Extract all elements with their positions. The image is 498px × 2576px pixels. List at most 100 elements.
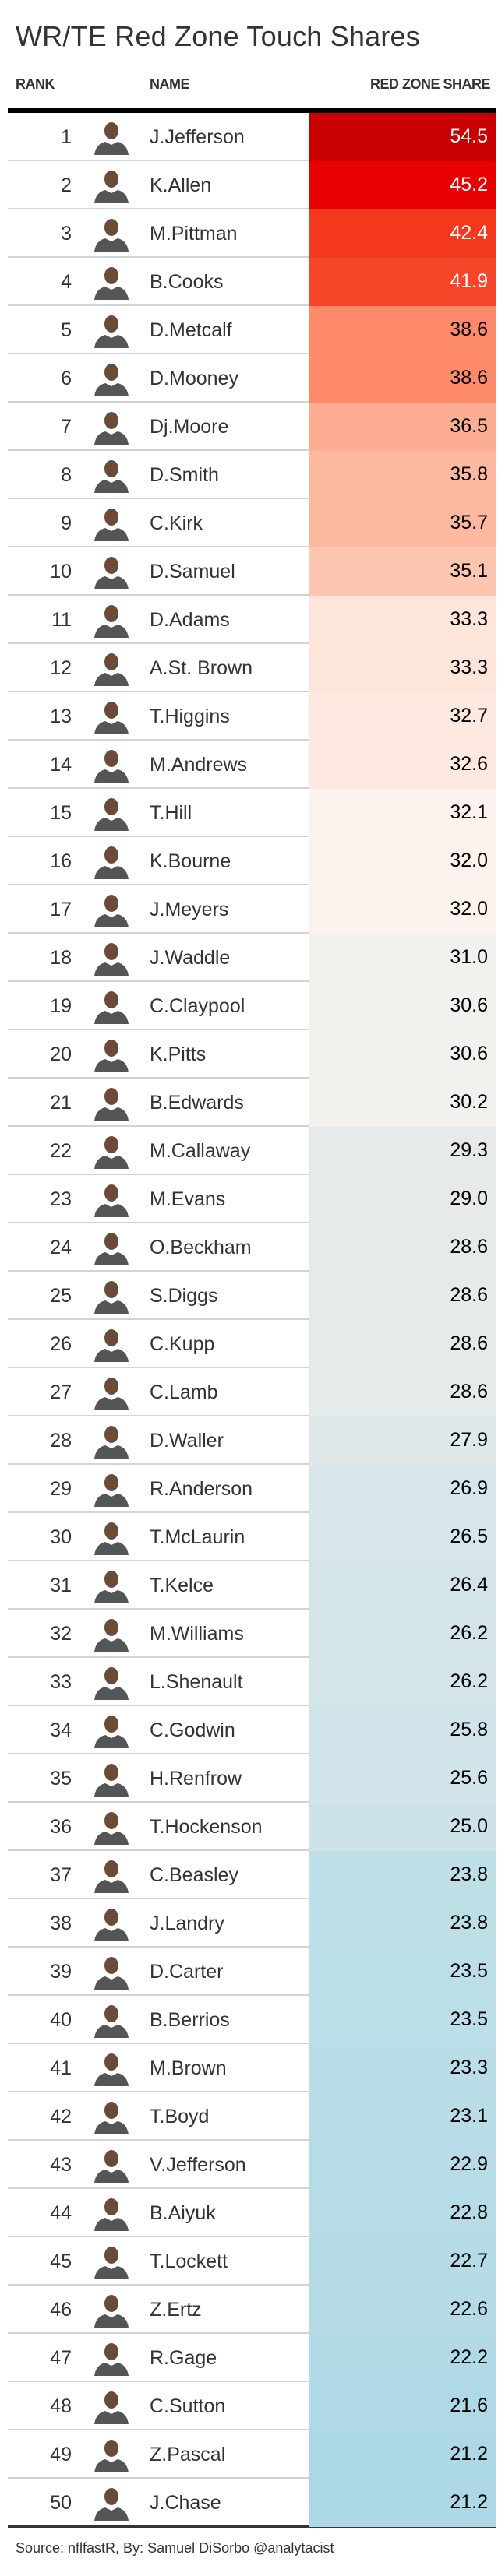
player-name: J.Chase: [150, 2492, 221, 2514]
rank-cell: 24: [50, 1237, 72, 1258]
share-cell: 25.8: [309, 1706, 496, 1754]
player-headshot-icon: [91, 216, 132, 252]
player-headshot-icon: [91, 988, 132, 1024]
rankings-table: 1 J.Jefferson 54.5 2 K.Allen 45.2 3 M.Pittman 42…: [8, 108, 496, 2528]
share-cell: 28.6: [309, 1368, 496, 1416]
share-cell: 33.3: [309, 596, 496, 644]
share-cell: 21.6: [309, 2382, 496, 2430]
share-cell: 38.6: [309, 354, 496, 403]
player-name: D.Samuel: [150, 561, 235, 582]
player-name: T.Hockenson: [150, 1816, 263, 1838]
player-name: H.Renfrow: [150, 1768, 242, 1789]
rank-cell: 26: [50, 1333, 72, 1355]
header-share: RED ZONE SHARE: [369, 76, 491, 92]
player-headshot-icon: [91, 361, 132, 396]
share-cell: 35.7: [309, 499, 496, 547]
rank-cell: 3: [61, 223, 72, 245]
share-cell: 28.6: [309, 1223, 496, 1272]
table-row: 9 C.Kirk 35.7: [8, 499, 496, 547]
table-row: 3 M.Pittman 42.4: [8, 209, 496, 258]
player-name: T.Higgins: [150, 706, 230, 727]
player-name: M.Callaway: [150, 1140, 251, 1162]
share-cell: 32.6: [309, 741, 496, 789]
player-headshot-icon: [91, 1568, 132, 1603]
share-cell: 38.6: [309, 306, 496, 354]
player-name: Z.Pascal: [150, 2444, 226, 2465]
share-cell: 26.9: [309, 1465, 496, 1513]
rank-cell: 14: [50, 754, 72, 776]
player-headshot-icon: [91, 1954, 132, 1990]
player-name: M.Evans: [150, 1188, 226, 1210]
share-cell: 32.1: [309, 789, 496, 837]
source-note: Source: nflfastR, By: Samuel DiSorbo @an…: [16, 2540, 334, 2556]
player-name: C.Sutton: [150, 2395, 226, 2417]
rank-cell: 48: [50, 2395, 72, 2417]
player-name: S.Diggs: [150, 1285, 218, 1307]
rank-cell: 6: [61, 368, 72, 389]
rank-cell: 39: [50, 1961, 72, 1983]
share-cell: 23.5: [309, 1948, 496, 1996]
table-row: 13 T.Higgins 32.7: [8, 692, 496, 741]
rank-cell: 21: [50, 1092, 72, 1114]
player-name: T.Lockett: [150, 2250, 228, 2272]
player-headshot-icon: [91, 505, 132, 541]
table-row: 19 C.Claypool 30.6: [8, 982, 496, 1030]
player-name: O.Beckham: [150, 1237, 252, 1258]
share-cell: 26.2: [309, 1658, 496, 1706]
table-row: 5 D.Metcalf 38.6: [8, 306, 496, 354]
player-name: C.Kupp: [150, 1333, 215, 1355]
player-headshot-icon: [91, 2437, 132, 2472]
share-cell: 32.0: [309, 837, 496, 885]
player-name: T.Boyd: [150, 2106, 210, 2127]
player-headshot-icon: [91, 1712, 132, 1748]
share-cell: 28.6: [309, 1272, 496, 1320]
table-row: 7 Dj.Moore 36.5: [8, 403, 496, 451]
player-name: C.Kirk: [150, 512, 203, 534]
rank-cell: 28: [50, 1430, 72, 1452]
share-cell: 31.0: [309, 934, 496, 982]
player-name: J.Meyers: [150, 899, 229, 920]
rank-cell: 10: [50, 561, 72, 582]
player-name: V.Jefferson: [150, 2154, 246, 2176]
rank-cell: 13: [50, 706, 72, 727]
player-headshot-icon: [91, 747, 132, 783]
player-headshot-icon: [91, 1761, 132, 1797]
player-headshot-icon: [91, 2388, 132, 2424]
header-rank: RANK: [16, 76, 55, 92]
player-headshot-icon: [91, 2340, 132, 2376]
table-row: 24 O.Beckham 28.6: [8, 1223, 496, 1272]
share-cell: 23.5: [309, 1996, 496, 2044]
rank-cell: 17: [50, 899, 72, 920]
rank-cell: 20: [50, 1043, 72, 1065]
table-row: 29 R.Anderson 26.9: [8, 1465, 496, 1513]
table-row: 30 T.McLaurin 26.5: [8, 1513, 496, 1561]
player-name: C.Beasley: [150, 1864, 238, 1886]
player-name: J.Jefferson: [150, 126, 245, 148]
share-cell: 42.4: [309, 209, 496, 258]
player-name: Dj.Moore: [150, 416, 229, 438]
player-headshot-icon: [91, 1326, 132, 1362]
rank-cell: 33: [50, 1671, 72, 1693]
rank-cell: 16: [50, 850, 72, 872]
table-row: 4 B.Cooks 41.9: [8, 258, 496, 306]
share-cell: 22.8: [309, 2189, 496, 2237]
player-name: M.Williams: [150, 1623, 244, 1645]
rank-cell: 12: [50, 657, 72, 679]
player-name: C.Claypool: [150, 995, 245, 1017]
table-row: 46 Z.Ertz 22.6: [8, 2286, 496, 2334]
table-row: 14 M.Andrews 32.6: [8, 741, 496, 789]
share-cell: 32.0: [309, 885, 496, 934]
player-name: J.Waddle: [150, 947, 231, 969]
table-row: 40 B.Berrios 23.5: [8, 1996, 496, 2044]
rank-cell: 25: [50, 1285, 72, 1307]
table-row: 23 M.Evans 29.0: [8, 1175, 496, 1223]
player-headshot-icon: [91, 892, 132, 927]
share-cell: 27.9: [309, 1416, 496, 1465]
player-headshot-icon: [91, 699, 132, 734]
player-name: C.Lamb: [150, 1381, 218, 1403]
table-row: 2 K.Allen 45.2: [8, 161, 496, 209]
player-name: M.Brown: [150, 2057, 227, 2079]
player-headshot-icon: [91, 2195, 132, 2231]
table-row: 21 B.Edwards 30.2: [8, 1079, 496, 1127]
table-row: 33 L.Shenault 26.2: [8, 1658, 496, 1706]
